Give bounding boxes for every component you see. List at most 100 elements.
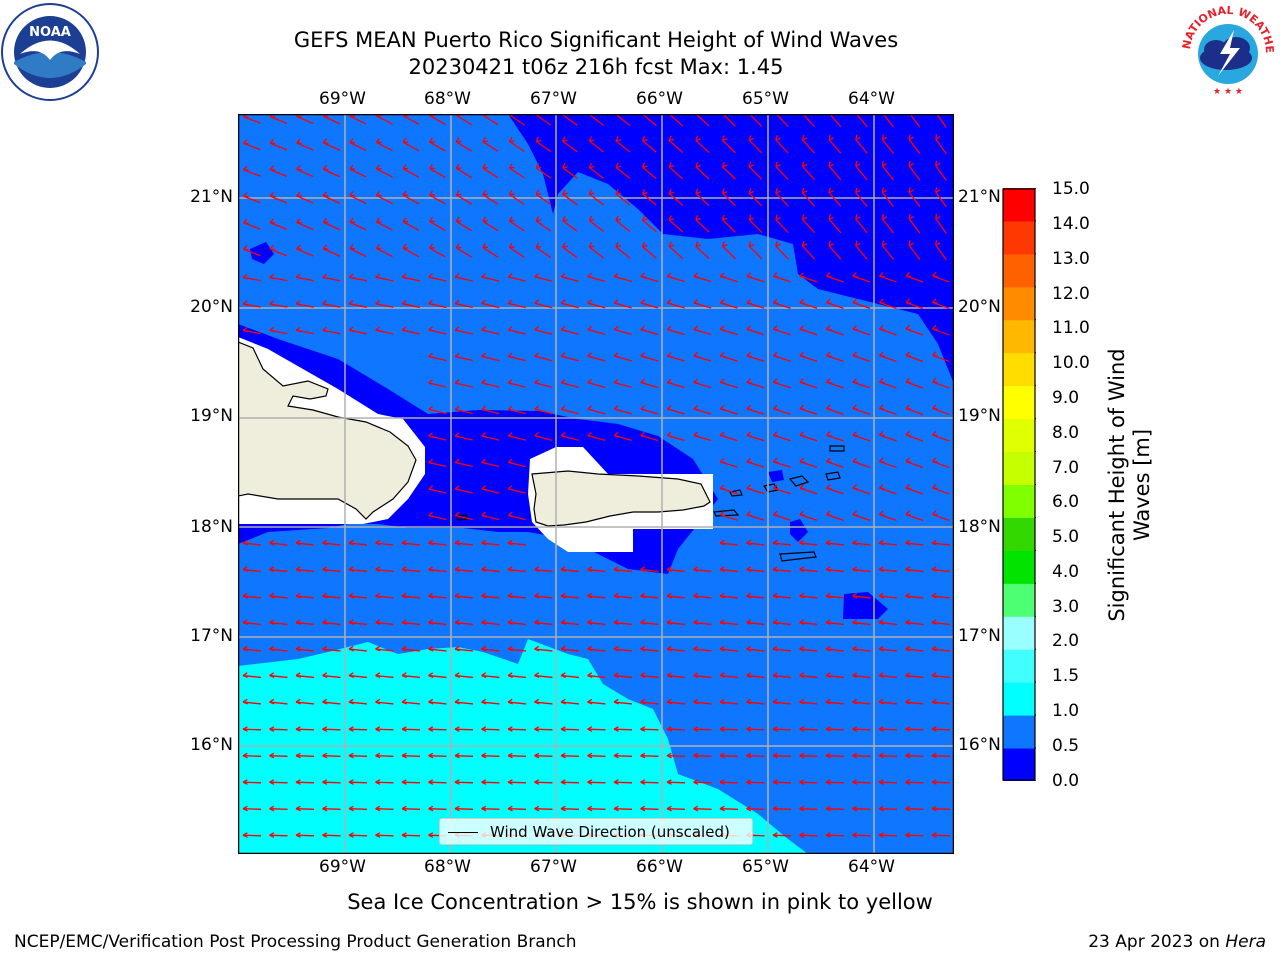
wind-arrow [640,299,659,309]
wind-arrow [481,752,500,759]
wind-arrow [428,485,447,494]
wind-arrow [401,273,420,282]
wind-arrow [772,698,792,705]
wind-arrow [587,805,606,812]
wind-arrow [534,352,553,362]
wind-arrow [881,213,895,234]
lon-label-bottom: 64°W [848,857,895,877]
wind-arrow [879,457,897,469]
wind-arrow [402,137,420,152]
wind-arrow [402,190,420,205]
wind-arrow [588,115,605,126]
wind-arrow [905,377,924,389]
wind-arrow [295,619,315,626]
lon-label-bottom: 68°W [424,857,471,877]
wind-arrow [615,115,631,127]
wind-arrow [799,272,818,283]
wind-arrow [613,592,633,599]
wind-arrow [719,272,738,283]
wind-arrow [935,213,947,234]
lat-label-right: 17°N [958,626,1001,646]
lon-label-bottom: 66°W [636,857,683,877]
wind-arrow [482,163,499,179]
wind-arrow [746,325,765,336]
wind-arrow [348,672,368,679]
wind-arrow [401,672,421,679]
colorbar-segment [1003,517,1035,551]
wind-arrow [932,298,950,310]
wind-arrow [428,752,447,759]
wind-arrow [879,325,897,336]
wind-arrow [481,458,500,468]
wind-arrow [243,139,261,151]
wind-arrow [243,245,261,257]
wind-arrow [507,379,526,388]
wind-arrow [749,115,763,127]
wind-arrow [375,698,394,705]
wind-arrow [666,752,686,759]
wind-arrow [825,752,845,759]
wind-arrow [719,779,739,785]
lon-label-bottom: 65°W [742,857,789,877]
wind-arrow [401,592,421,599]
wind-arrow [746,645,765,652]
wind-arrow [507,619,527,626]
wind-arrow [935,160,947,181]
wind-arrow [242,566,262,573]
wind-arrow [322,698,341,705]
colorbar-tick: 4.0 [1052,562,1080,582]
wind-arrow [693,431,712,442]
wind-arrow [772,592,792,599]
wind-arrow [375,539,394,546]
wind-arrow [825,805,845,812]
wind-arrow [931,539,951,546]
wind-arrow [534,378,553,388]
wind-arrow [613,752,633,759]
wind-arrow [482,137,499,152]
wind-arrow [852,431,871,442]
wind-arrow [375,805,394,812]
wind-arrow [748,241,763,260]
wind-arrow [587,325,606,335]
wind-arrow [242,752,262,759]
wind-arrow [481,379,500,388]
wind-arrow [613,698,633,705]
wind-arrow [375,566,394,573]
wind-arrow [454,511,473,521]
wind-arrow [269,539,288,546]
wind-arrow [269,832,288,838]
colorbar-segment [1003,220,1035,255]
wind-arrow [348,300,367,308]
wind-arrow [640,431,659,442]
wind-arrow [613,299,632,309]
wind-arrow [693,378,712,389]
wind-arrow [349,115,367,125]
wind-arrow [852,592,871,599]
wind-arrow [454,726,474,732]
wind-arrow [242,832,262,838]
lat-label-left: 18°N [190,517,233,537]
wind-arrow [322,273,341,282]
wind-arrow [615,136,631,153]
wind-arrow [719,431,738,442]
wind-arrow [878,645,898,652]
wind-arrow [666,619,686,626]
legend-line [448,832,478,833]
wind-arrow [401,726,421,732]
wind-arrow [799,325,818,336]
wind-arrow [481,645,500,652]
wind-arrow [481,273,500,282]
wind-arrow [243,218,261,230]
wind-arrow [507,539,527,546]
wind-arrow [799,566,818,573]
wind-arrow [507,592,527,599]
colorbar-tick: 2.0 [1052,631,1080,651]
wind-arrow [507,698,527,705]
wind-arrow [905,510,924,522]
wind-arrow [375,243,393,258]
wind-arrow [295,326,314,335]
wind-arrow [296,218,314,231]
wind-arrow [640,592,659,599]
wind-arrow [482,243,499,258]
wind-arrow [242,779,262,785]
